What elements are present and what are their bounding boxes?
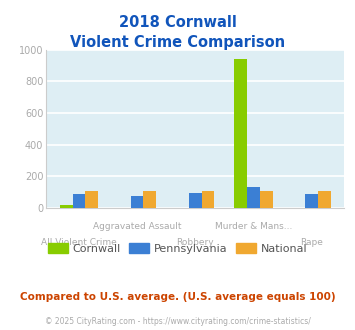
- Text: Rape: Rape: [300, 239, 323, 248]
- Text: Compared to U.S. average. (U.S. average equals 100): Compared to U.S. average. (U.S. average …: [20, 292, 335, 302]
- Bar: [85, 191, 98, 208]
- Bar: [234, 59, 247, 208]
- Text: All Violent Crime: All Violent Crime: [41, 239, 117, 248]
- Bar: [72, 194, 85, 208]
- Text: Violent Crime Comparison: Violent Crime Comparison: [70, 35, 285, 50]
- Bar: [260, 191, 273, 208]
- Bar: [143, 191, 156, 208]
- Bar: [60, 205, 72, 208]
- Bar: [318, 191, 331, 208]
- Text: Murder & Mans...: Murder & Mans...: [215, 222, 292, 231]
- Text: Robbery: Robbery: [176, 239, 214, 248]
- Text: Aggravated Assault: Aggravated Assault: [93, 222, 181, 231]
- Bar: [305, 194, 318, 208]
- Bar: [189, 193, 202, 208]
- Bar: [202, 191, 214, 208]
- Text: 2018 Cornwall: 2018 Cornwall: [119, 15, 236, 30]
- Legend: Cornwall, Pennsylvania, National: Cornwall, Pennsylvania, National: [43, 238, 312, 258]
- Bar: [131, 196, 143, 208]
- Text: © 2025 CityRating.com - https://www.cityrating.com/crime-statistics/: © 2025 CityRating.com - https://www.city…: [45, 317, 310, 326]
- Bar: [247, 187, 260, 208]
